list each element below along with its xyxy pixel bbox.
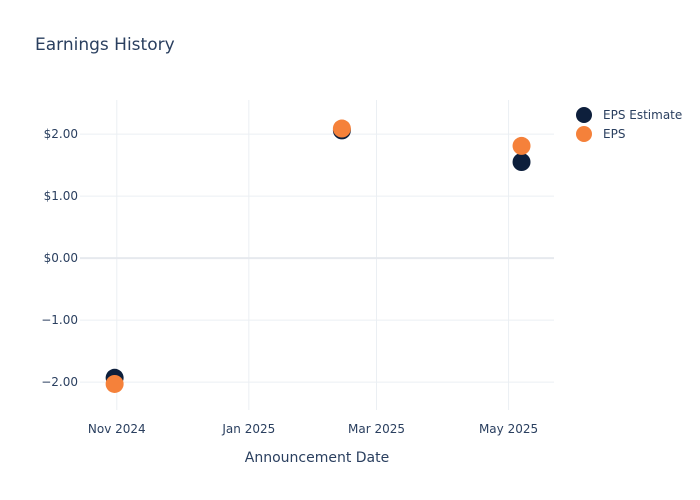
legend-item-eps[interactable]: EPS bbox=[576, 126, 625, 142]
eps-point[interactable] bbox=[332, 119, 351, 138]
y-tick-label: $0.00 bbox=[44, 251, 78, 265]
x-axis-ticks: Nov 2024 Jan 2025 Mar 2025 May 2025 bbox=[88, 422, 538, 436]
x-tick-label: May 2025 bbox=[479, 422, 538, 436]
y-tick-label: −2.00 bbox=[41, 375, 78, 389]
data-points bbox=[105, 119, 531, 393]
legend-label: EPS bbox=[603, 127, 625, 141]
chart-title: Earnings History bbox=[35, 35, 175, 55]
eps-estimate-point[interactable] bbox=[512, 153, 531, 171]
x-tick-label: Nov 2024 bbox=[88, 422, 146, 436]
legend[interactable]: EPS Estimate EPS bbox=[576, 107, 682, 142]
y-tick-label: $2.00 bbox=[44, 127, 78, 141]
x-tick-label: Mar 2025 bbox=[348, 422, 405, 436]
legend-label: EPS Estimate bbox=[603, 108, 682, 122]
y-tick-label: −1.00 bbox=[41, 313, 78, 327]
eps-point[interactable] bbox=[105, 374, 124, 393]
x-tick-label: Jan 2025 bbox=[221, 422, 275, 436]
legend-item-eps-estimate[interactable]: EPS Estimate bbox=[576, 107, 682, 123]
y-axis-ticks: $2.00 $1.00 $0.00 −1.00 −2.00 bbox=[41, 127, 78, 389]
grid bbox=[80, 100, 554, 410]
legend-marker bbox=[576, 107, 592, 123]
x-axis-title: Announcement Date bbox=[245, 450, 389, 466]
y-tick-label: $1.00 bbox=[44, 189, 78, 203]
eps-point[interactable] bbox=[512, 136, 531, 155]
legend-marker bbox=[576, 126, 592, 142]
